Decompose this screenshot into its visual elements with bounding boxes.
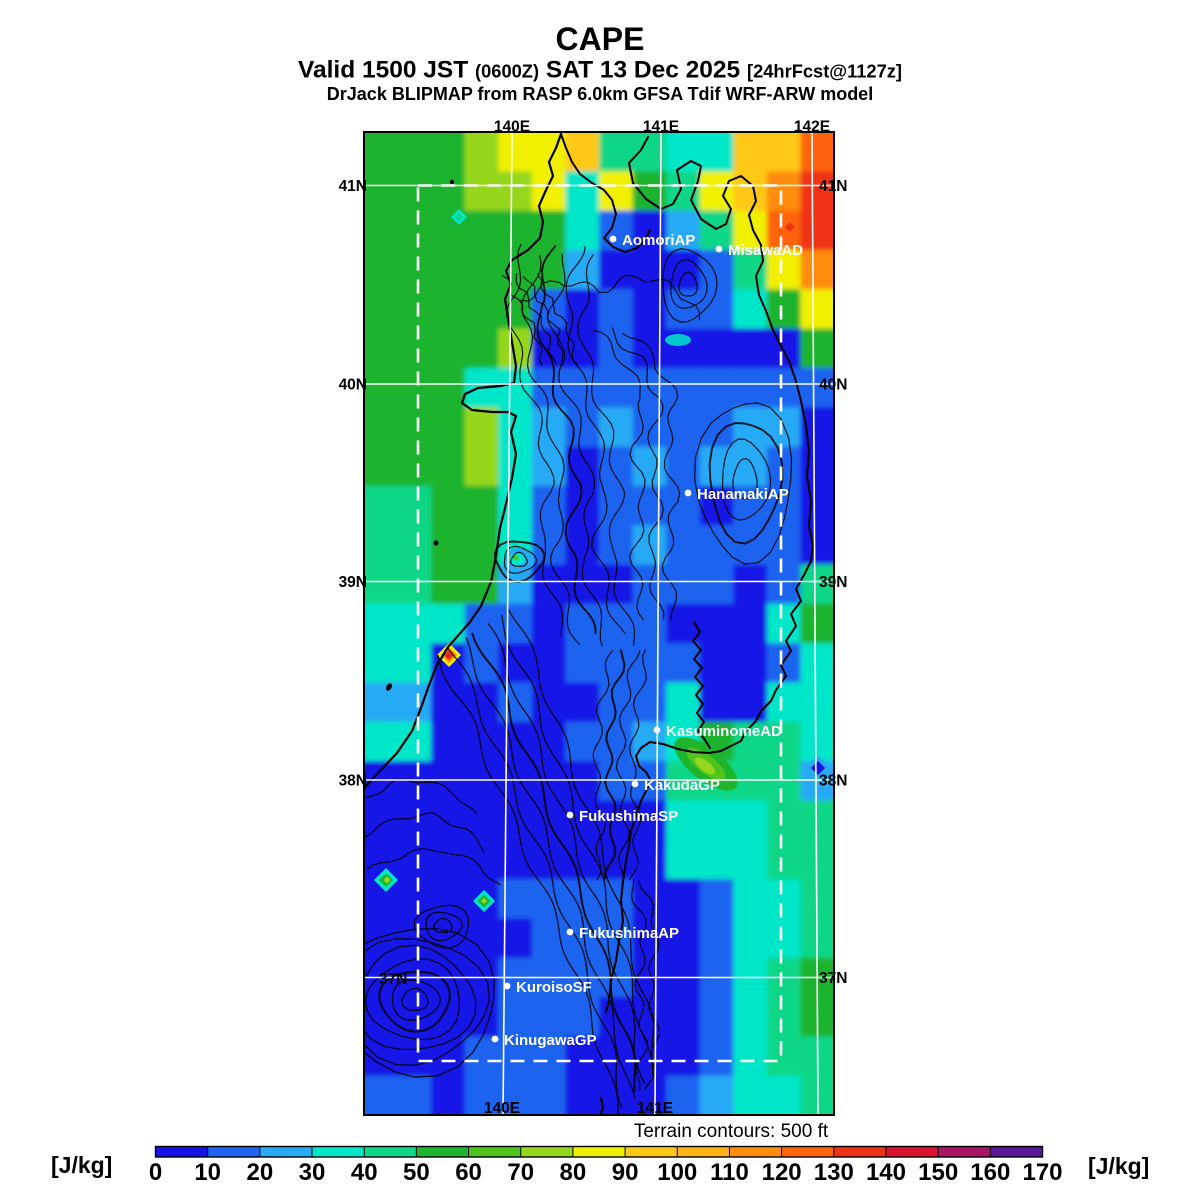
svg-text:100: 100	[657, 1159, 697, 1186]
svg-text:CAPE: CAPE	[556, 21, 645, 57]
svg-text:37N: 37N	[379, 971, 407, 988]
svg-text:140: 140	[866, 1159, 906, 1186]
svg-text:140E: 140E	[494, 119, 530, 136]
svg-text:80: 80	[560, 1159, 587, 1186]
svg-text:Valid 1500 JST (0600Z) SAT 13: Valid 1500 JST (0600Z) SAT 13 Dec 2025 […	[298, 57, 902, 84]
svg-text:170: 170	[1022, 1159, 1062, 1186]
svg-text:130: 130	[814, 1159, 854, 1186]
svg-text:FukushimaAP: FukushimaAP	[579, 925, 679, 942]
svg-text:90: 90	[612, 1159, 639, 1186]
svg-text:160: 160	[970, 1159, 1010, 1186]
svg-text:142E: 142E	[794, 119, 830, 136]
svg-text:30: 30	[299, 1159, 326, 1186]
svg-text:10: 10	[194, 1159, 221, 1186]
svg-text:HanamakiAP: HanamakiAP	[697, 486, 789, 503]
svg-text:41N: 41N	[339, 178, 367, 195]
svg-text:DrJack BLIPMAP from RASP 6.0km: DrJack BLIPMAP from RASP 6.0km GFSA Tdif…	[327, 84, 873, 104]
svg-text:40N: 40N	[339, 377, 367, 394]
svg-text:39N: 39N	[339, 574, 367, 591]
svg-text:141E: 141E	[643, 119, 679, 136]
svg-text:50: 50	[403, 1159, 430, 1186]
svg-text:KuroisoSF: KuroisoSF	[516, 979, 592, 996]
svg-text:120: 120	[762, 1159, 802, 1186]
svg-text:20: 20	[246, 1159, 273, 1186]
svg-text:AomoriAP: AomoriAP	[622, 232, 695, 249]
svg-text:60: 60	[455, 1159, 482, 1186]
svg-text:KinugawaGP: KinugawaGP	[504, 1032, 597, 1049]
svg-text:141E: 141E	[637, 1100, 673, 1117]
svg-text:Terrain contours: 500 ft: Terrain contours: 500 ft	[634, 1121, 829, 1142]
svg-text:110: 110	[710, 1159, 749, 1186]
svg-text:0: 0	[149, 1159, 162, 1186]
svg-text:40N: 40N	[819, 377, 847, 394]
svg-text:38N: 38N	[339, 773, 367, 790]
svg-text:37N: 37N	[819, 970, 847, 987]
svg-text:150: 150	[918, 1159, 958, 1186]
svg-text:[J/kg]: [J/kg]	[51, 1152, 112, 1178]
svg-text:39N: 39N	[819, 574, 847, 591]
svg-text:41N: 41N	[819, 178, 847, 195]
svg-text:KasuminomeAD: KasuminomeAD	[666, 723, 782, 740]
svg-text:FukushimaSP: FukushimaSP	[579, 808, 678, 825]
svg-text:70: 70	[507, 1159, 534, 1186]
svg-text:KakudaGP: KakudaGP	[644, 777, 720, 794]
svg-text:[J/kg]: [J/kg]	[1088, 1153, 1149, 1179]
svg-text:38N: 38N	[819, 773, 847, 790]
svg-text:140E: 140E	[484, 1100, 520, 1117]
svg-text:40: 40	[351, 1159, 378, 1186]
svg-text:MisawaAD: MisawaAD	[728, 242, 803, 259]
